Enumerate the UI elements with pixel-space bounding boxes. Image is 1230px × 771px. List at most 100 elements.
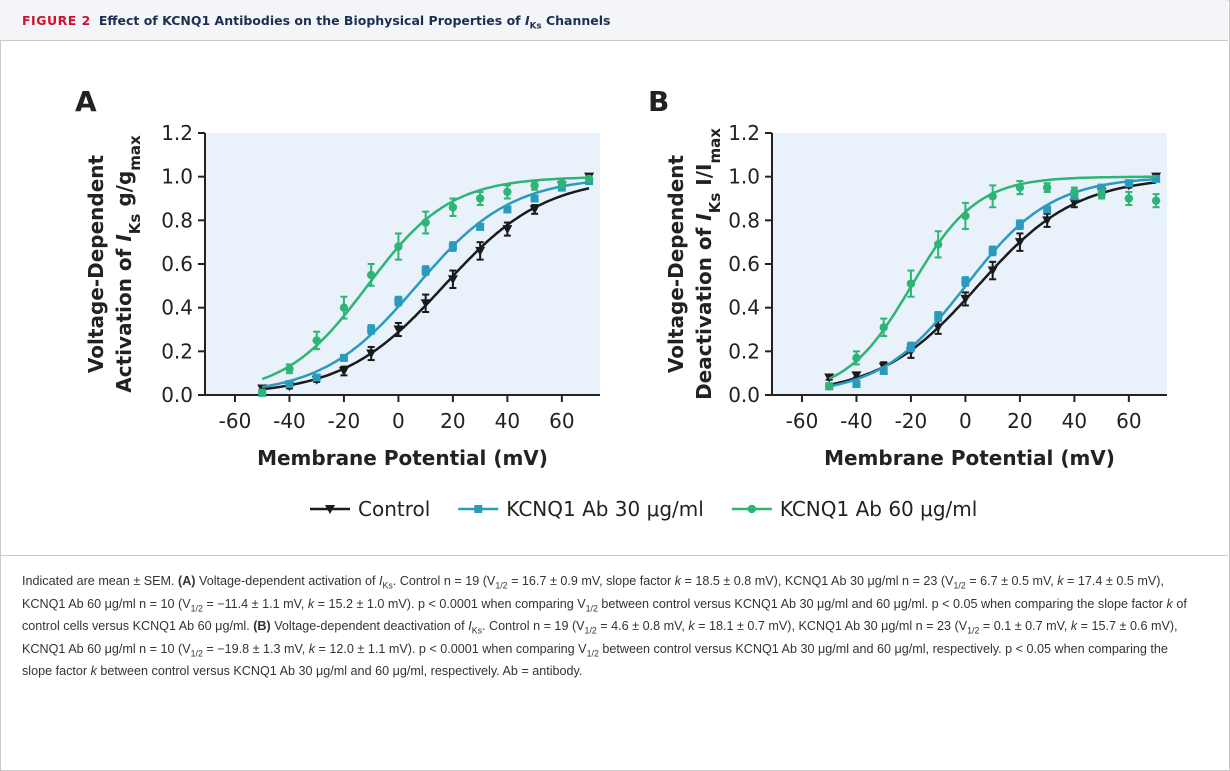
- legend-label: KCNQ1 Ab 60 μg/ml: [780, 497, 978, 521]
- x-tick-label: 40: [1062, 409, 1087, 433]
- text-run: I: [112, 234, 136, 242]
- marker: [879, 323, 888, 332]
- legend-label: KCNQ1 Ab 30 μg/ml: [506, 497, 704, 521]
- marker: [366, 349, 377, 359]
- text-run: = 17.4 ± 0.5 mV), KCNQ1 Ab 60 μg/ml n = …: [22, 574, 1164, 611]
- text-run: Indicated are mean ± SEM.: [22, 574, 179, 588]
- text-run: = 15.7 ± 0.6 mV), KCNQ1 Ab 60 μg/ml n = …: [22, 619, 1178, 656]
- marker: [312, 373, 321, 382]
- x-tick-label: 0: [392, 409, 405, 433]
- marker: [285, 364, 294, 373]
- marker: [584, 174, 594, 184]
- marker: [988, 246, 997, 255]
- text-run: 1/2: [190, 603, 203, 614]
- text-run: = 18.5 ± 0.8 mV), KCNQ1 Ab 30 μg/ml n = …: [681, 574, 954, 588]
- text-run: k: [90, 664, 97, 679]
- marker: [366, 270, 376, 280]
- text-run: (A): [178, 574, 196, 588]
- text-run: of control cells versus KCNQ1 Ab 60 μg/m…: [22, 596, 1187, 634]
- text-run: = −11.4 ± 1.1 mV,: [202, 596, 308, 611]
- marker: [1015, 220, 1024, 229]
- marker: [447, 275, 458, 285]
- marker: [933, 323, 944, 333]
- y-tick-label: 1.0: [728, 165, 760, 189]
- marker: [1152, 174, 1161, 183]
- text-run: (B): [253, 619, 271, 634]
- text-run: = 18.1 ± 0.7 mV), KCNQ1 Ab 30 μg/ml n = …: [694, 619, 968, 634]
- marker: [879, 366, 888, 375]
- text-run: . Control n = 19 (V: [392, 574, 496, 588]
- y-tick-label: 0.8: [161, 208, 193, 232]
- marker: [503, 187, 512, 197]
- marker: [475, 246, 486, 256]
- x-tick-label: 20: [1007, 409, 1032, 433]
- y-tick-label: 1.2: [161, 121, 193, 145]
- legend-marker: [747, 504, 757, 514]
- marker: [339, 303, 349, 312]
- text-run: I: [378, 574, 383, 588]
- marker: [906, 279, 916, 288]
- marker: [1069, 198, 1080, 208]
- x-tick-label: 60: [549, 409, 574, 433]
- text-run: k: [674, 574, 681, 588]
- text-run: Activation of: [112, 242, 136, 393]
- text-run: 1/2: [495, 580, 508, 591]
- legend-marker: [325, 505, 335, 514]
- marker: [258, 388, 267, 398]
- x-tick-label: -20: [328, 409, 361, 433]
- text-run: I: [692, 213, 716, 221]
- text-run: k: [308, 641, 316, 656]
- marker: [285, 380, 294, 389]
- marker: [394, 242, 403, 251]
- text-run: = 6.7 ± 0.5 mV,: [965, 574, 1058, 588]
- y-tick-label: 1.2: [728, 121, 760, 145]
- marker: [987, 266, 998, 276]
- text-run: = 0.1 ± 0.7 mV,: [979, 619, 1071, 634]
- y-tick-label: 0.2: [728, 339, 760, 363]
- y-tick-label: 0.6: [728, 252, 760, 276]
- marker: [502, 225, 513, 235]
- plot-background: [205, 133, 600, 395]
- marker: [1097, 183, 1106, 192]
- marker: [825, 382, 834, 391]
- text-run: Deactivation of: [692, 221, 716, 400]
- panel-letter: B: [648, 85, 669, 118]
- text-run: I: [468, 619, 472, 634]
- text-run: 1/2: [585, 603, 598, 614]
- text-run: Ks: [471, 625, 482, 636]
- marker: [557, 179, 567, 188]
- text-run: = 12.0 ± 1.1 mV). p < 0.0001 when compar…: [315, 641, 587, 656]
- text-run: Voltage-dependent deactivation of: [270, 619, 469, 634]
- marker: [476, 222, 485, 231]
- text-run: 1/2: [190, 648, 203, 659]
- figure-label: FIGURE 2: [22, 13, 91, 28]
- marker: [1151, 196, 1161, 205]
- marker: [339, 353, 348, 362]
- marker: [1042, 216, 1053, 226]
- marker: [475, 194, 485, 203]
- y-tick-label: 0.6: [161, 252, 193, 276]
- chart: A 0.0 0.2 0.4 0.6 0.8 1.0 1.2 -60 -40 -20 0 20 40 60Me…: [75, 85, 600, 470]
- marker: [312, 336, 321, 345]
- x-tick-label: 0: [959, 409, 972, 433]
- text-run: between control versus KCNQ1 Ab 30 μg/ml…: [597, 596, 1167, 611]
- y-axis-label: Deactivation of IKs I/Imax: [692, 128, 724, 400]
- y-tick-label: 0.8: [728, 208, 760, 232]
- marker: [530, 181, 539, 190]
- text-run: 1/2: [953, 580, 966, 591]
- panel-letter: A: [75, 85, 97, 118]
- y-axis-label: Voltage-Dependent: [664, 154, 688, 373]
- marker: [394, 297, 403, 306]
- y-tick-label: 1.0: [161, 165, 193, 189]
- legend-label: Control: [358, 497, 430, 521]
- y-tick-label: 0.0: [728, 383, 760, 407]
- text-run: I/I: [692, 164, 716, 193]
- y-tick-label: 0.2: [161, 339, 193, 363]
- marker: [530, 194, 539, 203]
- marker: [503, 205, 512, 214]
- x-tick-label: -20: [895, 409, 928, 433]
- marker: [961, 277, 970, 286]
- x-tick-label: -40: [273, 409, 306, 433]
- marker: [1042, 183, 1052, 192]
